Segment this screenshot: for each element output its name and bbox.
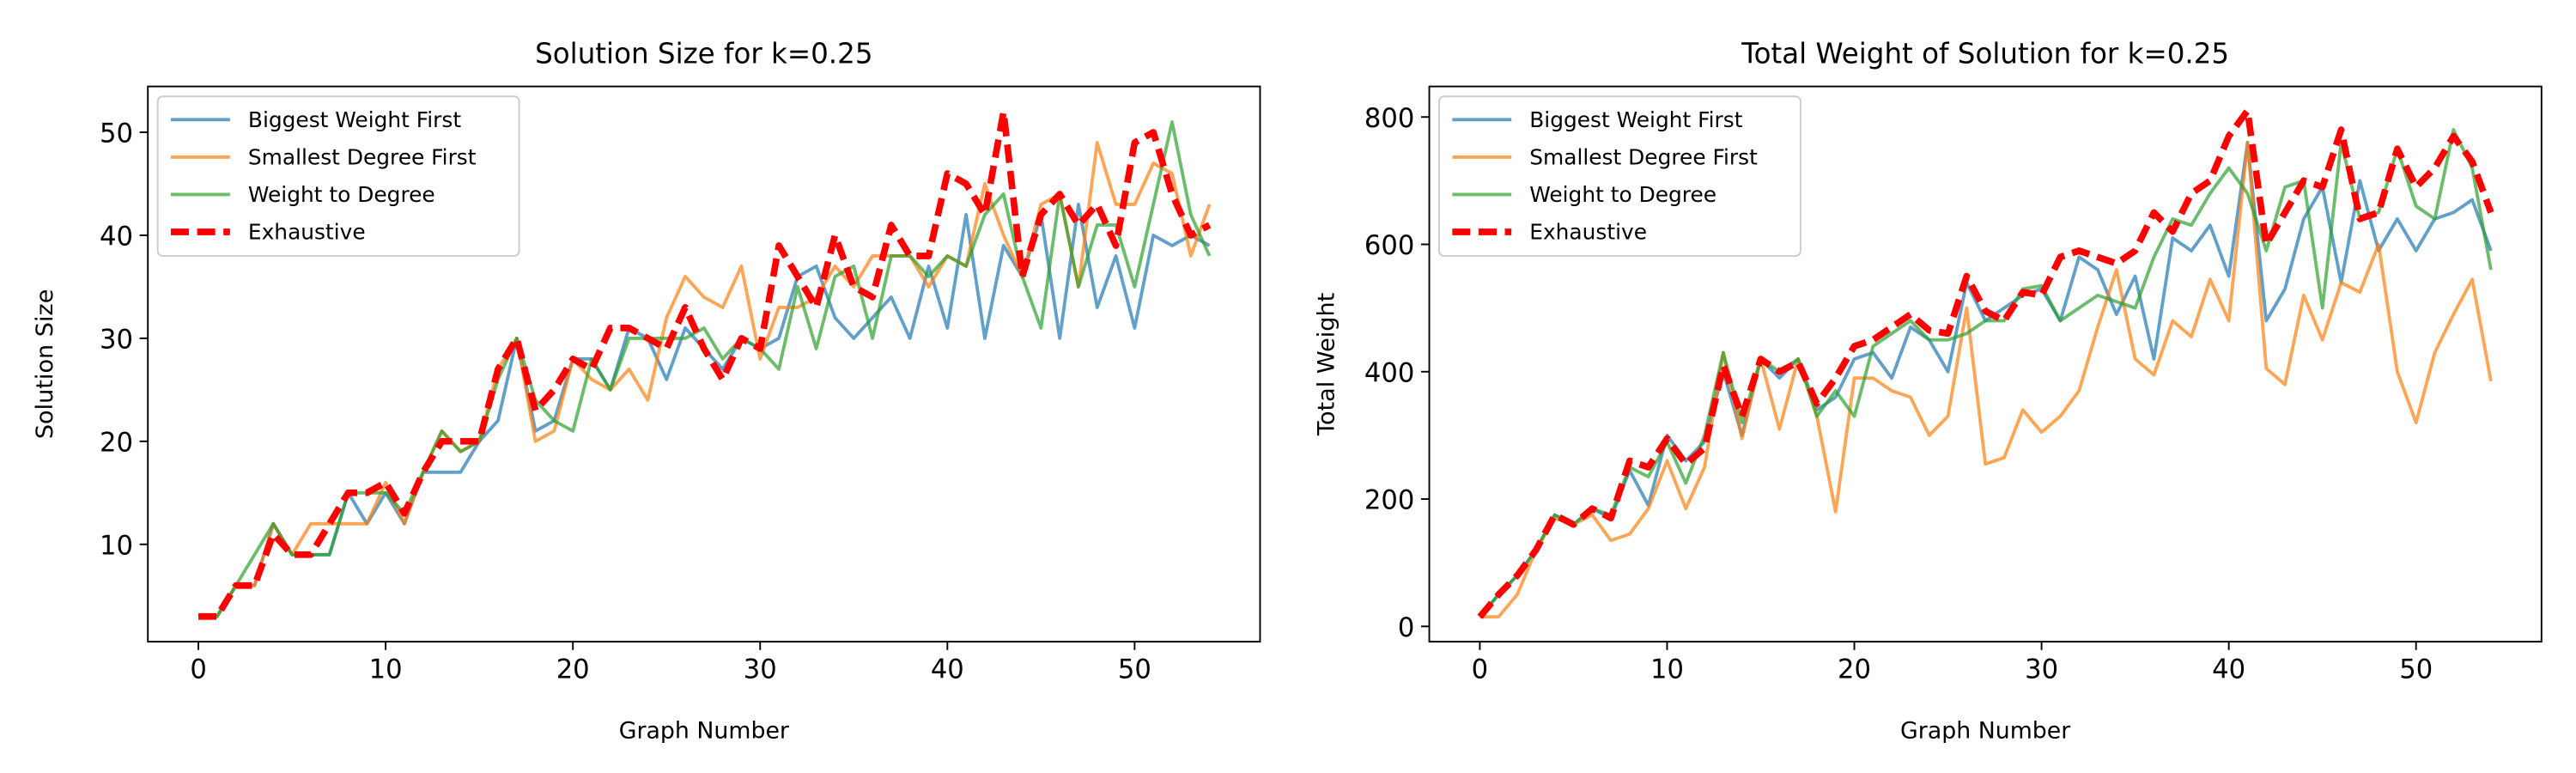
legend-label: Biggest Weight First xyxy=(248,107,461,132)
legend-label: Weight to Degree xyxy=(1529,182,1716,207)
axes-frame xyxy=(147,85,1261,643)
series-line xyxy=(1477,107,2494,619)
series-line xyxy=(198,141,1212,618)
y-tick-label: 200 xyxy=(1364,484,1414,515)
y-tick-label: 600 xyxy=(1364,230,1414,261)
chart-title: Solution Size for k=0.25 xyxy=(535,37,872,70)
x-tick-label: 0 xyxy=(1472,654,1488,685)
x-tick-label: 50 xyxy=(2399,654,2433,685)
x-tick-label: 40 xyxy=(2212,654,2245,685)
series-line xyxy=(198,203,1211,618)
series-line xyxy=(198,108,1212,620)
legend-label: Weight to Degree xyxy=(248,182,435,207)
y-axis-label: Total Weight xyxy=(1314,293,1340,436)
x-tick-label: 30 xyxy=(744,654,777,685)
x-tick-label: 40 xyxy=(931,654,964,685)
legend-box xyxy=(156,95,520,258)
y-tick-label: 10 xyxy=(100,530,133,561)
y-tick-label: 30 xyxy=(100,324,133,355)
y-tick-label: 40 xyxy=(100,221,133,252)
y-axis-label: Solution Size xyxy=(32,289,58,440)
x-tick-label: 50 xyxy=(1118,654,1151,685)
x-tick-label: 20 xyxy=(1838,654,1871,685)
axes-frame xyxy=(1428,85,2543,643)
legend-label: Biggest Weight First xyxy=(1529,107,1742,132)
x-tick-label: 30 xyxy=(2025,654,2058,685)
chart-title: Total Weight of Solution for k=0.25 xyxy=(1741,37,2229,70)
x-tick-label: 0 xyxy=(190,654,206,685)
series-line xyxy=(1478,128,2493,618)
x-axis-label: Graph Number xyxy=(1900,717,2071,744)
legend-label: Exhaustive xyxy=(248,220,366,245)
x-tick-label: 20 xyxy=(556,654,590,685)
x-tick-label: 10 xyxy=(1650,654,1684,685)
y-tick-label: 400 xyxy=(1364,357,1414,388)
y-tick-label: 20 xyxy=(100,427,133,458)
x-axis-label: Graph Number xyxy=(619,717,790,744)
legend-label: Exhaustive xyxy=(1529,220,1647,245)
y-tick-label: 800 xyxy=(1364,103,1414,134)
legend-box xyxy=(1438,95,1801,258)
legend-label: Smallest Degree First xyxy=(1529,144,1758,169)
legend-label: Smallest Degree First xyxy=(248,144,477,169)
y-tick-label: 0 xyxy=(1398,612,1414,643)
series-line xyxy=(1479,140,2493,619)
x-tick-label: 10 xyxy=(369,654,403,685)
y-tick-label: 50 xyxy=(100,118,133,149)
